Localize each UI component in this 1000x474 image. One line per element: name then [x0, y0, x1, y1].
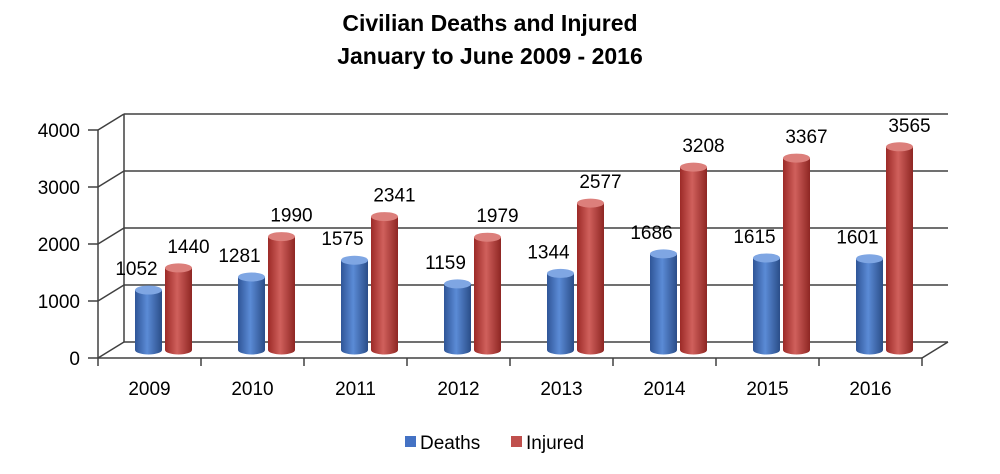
bar-body — [783, 158, 810, 355]
bar-body — [371, 216, 398, 355]
bar-top — [341, 255, 368, 265]
y-tick-label: 1000 — [38, 292, 80, 313]
bar-top — [577, 198, 604, 208]
data-label-deaths: 1575 — [321, 229, 363, 250]
legend: Deaths Injured — [405, 433, 584, 454]
data-label-injured: 1990 — [270, 206, 312, 227]
bar-top — [135, 285, 162, 295]
chart-subtitle: January to June 2009 - 2016 — [337, 43, 643, 69]
bar-body — [268, 236, 295, 355]
bar-top — [165, 263, 192, 273]
bar-body — [165, 267, 192, 355]
x-axis-ticks: 2009 2010 2011 2012 2013 2014 2015 2016 — [97, 358, 923, 400]
data-label-injured: 3565 — [888, 116, 930, 137]
y-tick-label: 0 — [69, 349, 80, 370]
bar-body — [886, 146, 913, 355]
data-label-deaths: 1686 — [630, 223, 672, 244]
gridline-side — [97, 227, 125, 245]
x-tick-label: 2016 — [849, 379, 891, 400]
bar-injured — [165, 263, 192, 355]
bar-body — [238, 276, 265, 355]
x-tick-label: 2009 — [128, 379, 170, 400]
y-tick-label: 2000 — [38, 235, 80, 256]
bar-top — [783, 153, 810, 163]
bar-top — [650, 249, 677, 259]
bar-body — [474, 237, 501, 355]
bar-injured — [371, 212, 398, 355]
floor-edge — [921, 341, 949, 359]
legend-label-deaths: Deaths — [420, 433, 480, 454]
gridline-side — [97, 170, 125, 188]
bar-top — [444, 279, 471, 289]
bar-body — [650, 253, 677, 355]
grid — [88, 113, 949, 359]
data-label-deaths: 1052 — [115, 259, 157, 280]
bar-top — [474, 232, 501, 242]
gridline-side — [97, 113, 125, 131]
bar-body — [135, 290, 162, 355]
bar-injured — [783, 153, 810, 355]
legend-label-injured: Injured — [526, 433, 584, 454]
data-labels: 1052 1440 1281 1990 1575 2341 1159 1979 1344 2577… — [115, 116, 930, 280]
data-label-injured: 2341 — [373, 186, 415, 207]
bar-body — [680, 167, 707, 355]
data-label-injured: 2577 — [579, 172, 621, 193]
data-label-injured: 3208 — [682, 136, 724, 157]
data-label-deaths: 1159 — [425, 253, 466, 274]
bar-top — [753, 253, 780, 263]
bars — [135, 142, 913, 355]
gridline-side — [97, 341, 125, 359]
bar-top — [268, 232, 295, 242]
data-label-injured: 1979 — [476, 206, 518, 227]
x-tick-label: 2013 — [540, 379, 582, 400]
x-tick-label: 2015 — [746, 379, 788, 400]
gridline-side — [97, 284, 125, 302]
bar-body — [547, 273, 574, 355]
bar-deaths — [856, 254, 883, 355]
bar-body — [341, 260, 368, 355]
bar-top — [547, 268, 574, 278]
y-tick-label: 3000 — [38, 178, 80, 199]
bar-body — [753, 257, 780, 355]
bar-body — [444, 283, 471, 355]
bar-top — [371, 212, 398, 222]
bar-deaths — [444, 279, 471, 355]
bar-injured — [268, 232, 295, 355]
data-label-deaths: 1344 — [527, 242, 570, 263]
bar-injured — [886, 142, 913, 355]
bar-deaths — [650, 249, 677, 355]
bar-deaths — [547, 268, 574, 355]
x-tick-label: 2010 — [231, 379, 273, 400]
data-label-injured: 3367 — [785, 127, 827, 148]
bar-deaths — [238, 272, 265, 355]
data-label-deaths: 1601 — [836, 228, 878, 249]
bar-deaths — [753, 253, 780, 355]
bar-top — [856, 254, 883, 264]
bar-body — [577, 203, 604, 355]
legend-swatch-injured — [511, 436, 522, 447]
chart-title: Civilian Deaths and Injured — [342, 10, 637, 36]
bar-injured — [680, 162, 707, 355]
y-axis-ticks: 0 1000 2000 3000 4000 — [38, 121, 80, 370]
bar-deaths — [341, 255, 368, 355]
bar-top — [886, 142, 913, 152]
data-label-deaths: 1615 — [733, 227, 775, 248]
x-tick-label: 2014 — [643, 379, 686, 400]
x-tick-label: 2011 — [335, 379, 376, 400]
legend-swatch-deaths — [405, 436, 416, 447]
x-tick-label: 2012 — [437, 379, 479, 400]
data-label-deaths: 1281 — [218, 246, 260, 267]
data-label-injured: 1440 — [167, 237, 209, 258]
bar-injured — [577, 198, 604, 355]
bar-top — [680, 162, 707, 172]
bar-top — [238, 272, 265, 282]
bar-injured — [474, 232, 501, 355]
bar-body — [856, 258, 883, 355]
y-tick-label: 4000 — [38, 121, 80, 142]
bar-deaths — [135, 285, 162, 355]
